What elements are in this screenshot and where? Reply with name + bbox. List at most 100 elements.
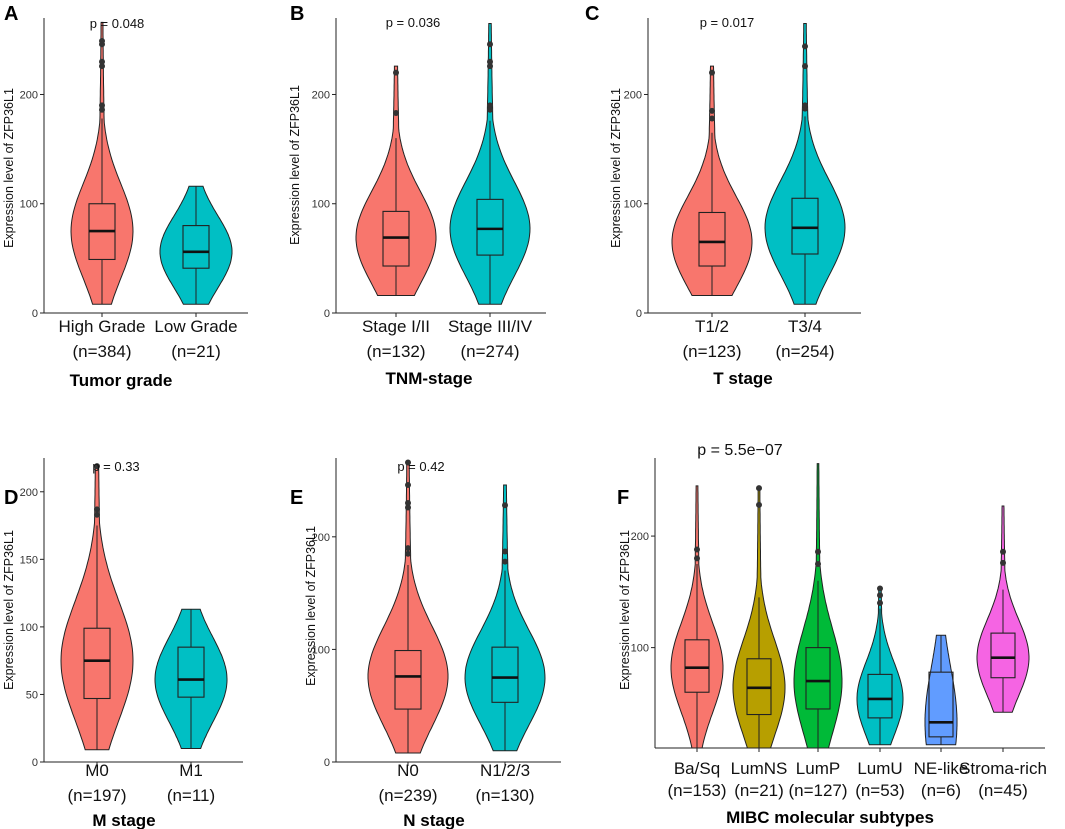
- violin-group-c: T1/2 (n=123): [671, 65, 753, 361]
- boxplot-box-f: [867, 673, 893, 719]
- y-axis-label-a: Expression level of ZFP36L1: [2, 88, 16, 248]
- outlier-point-f: [1000, 548, 1006, 555]
- violin-group-f: LumU (n=53): [855, 585, 905, 800]
- y-tick-label-d: 150: [20, 554, 38, 566]
- category-label-f: LumNS: [731, 759, 788, 778]
- violin-f: [924, 634, 958, 746]
- category-n-b: (n=132): [366, 342, 425, 361]
- outlier-point-e: [405, 545, 411, 552]
- boxplot-box-c: [698, 211, 726, 267]
- y-tick-label-b: 0: [324, 308, 330, 320]
- boxplot-box-f: [928, 671, 954, 738]
- boxplot-box-a: [182, 225, 210, 269]
- outlier-point-f: [877, 592, 883, 599]
- boxplot-box-c: [791, 197, 819, 255]
- y-tick-label-e: 100: [312, 644, 330, 656]
- category-label-d: M0: [85, 761, 109, 780]
- x-axis-title-f: MIBC molecular subtypes: [726, 808, 934, 827]
- violin-group-e: N0 (n=239): [367, 459, 449, 805]
- y-axis-label-c: Expression level of ZFP36L1: [609, 88, 623, 248]
- x-axis-title-c: T stage: [713, 369, 773, 388]
- category-label-c: T1/2: [695, 317, 729, 336]
- outlier-point-c: [709, 69, 715, 76]
- outlier-point-d: [94, 463, 100, 470]
- y-tick-label-a: 200: [20, 89, 38, 101]
- p-value-a: p = 0.048: [90, 16, 145, 31]
- outlier-point-c: [802, 43, 808, 50]
- category-n-d: (n=197): [67, 786, 126, 805]
- violin-group-f: LumP (n=127): [788, 463, 848, 800]
- boxplot-box-d: [177, 646, 205, 698]
- outlier-point-e: [502, 548, 508, 555]
- p-value-f: p = 5.5e−07: [697, 442, 783, 459]
- category-label-b: Stage I/II: [362, 317, 430, 336]
- y-tick-label-a: 0: [32, 308, 38, 320]
- category-n-f: (n=53): [855, 781, 905, 800]
- y-axis-label-f: Expression level of ZFP36L1: [618, 530, 632, 690]
- x-axis-title-a: Tumor grade: [70, 371, 173, 390]
- y-tick-label-d: 100: [20, 622, 38, 634]
- p-value-c: p = 0.017: [700, 15, 755, 30]
- x-axis-title-b: TNM-stage: [386, 369, 473, 388]
- boxplot-box-f: [684, 639, 710, 693]
- panel-letter-e: E: [290, 487, 303, 509]
- outlier-point-b: [393, 110, 399, 117]
- category-label-f: Stroma-rich: [959, 759, 1047, 778]
- outlier-point-b: [487, 102, 493, 109]
- category-n-a: (n=384): [72, 342, 131, 361]
- y-tick-label-c: 200: [624, 89, 642, 101]
- violin-group-d: M1 (n=11): [154, 608, 228, 805]
- outlier-point-b: [487, 58, 493, 65]
- outlier-point-f: [694, 555, 700, 562]
- outlier-point-c: [709, 107, 715, 114]
- outlier-point-d: [94, 506, 100, 513]
- outlier-point-f: [756, 485, 762, 492]
- outlier-point-c: [802, 63, 808, 70]
- category-n-c: (n=123): [682, 342, 741, 361]
- outlier-point-f: [815, 548, 821, 555]
- category-n-f: (n=153): [667, 781, 726, 800]
- violin-group-e: N1/2/3 (n=130): [464, 484, 546, 805]
- outlier-point-f: [694, 546, 700, 553]
- violin-group-f: NE-like (n=6): [914, 634, 968, 800]
- violin-group-c: T3/4 (n=254): [764, 23, 846, 361]
- category-n-c: (n=254): [775, 342, 834, 361]
- category-label-f: LumP: [796, 759, 840, 778]
- y-tick-label-c: 0: [636, 308, 642, 320]
- violin-group-b: Stage I/II (n=132): [355, 65, 437, 361]
- category-n-b: (n=274): [460, 342, 519, 361]
- boxplot-box-b: [476, 198, 504, 256]
- y-axis-label-b: Expression level of ZFP36L1: [288, 85, 302, 245]
- y-tick-label-b: 100: [312, 199, 330, 211]
- y-axis-label-d: Expression level of ZFP36L1: [2, 530, 16, 690]
- outlier-point-e: [405, 482, 411, 489]
- boxplot-box-d: [83, 627, 111, 700]
- category-n-f: (n=45): [978, 781, 1028, 800]
- y-tick-label-d: 50: [26, 689, 38, 701]
- category-n-f: (n=21): [734, 781, 784, 800]
- panel-letter-a: A: [4, 3, 18, 25]
- violin-group-f: Stroma-rich (n=45): [959, 505, 1047, 800]
- category-label-d: M1: [179, 761, 203, 780]
- p-value-e: p = 0.42: [397, 459, 444, 474]
- outlier-point-f: [756, 501, 762, 508]
- violin-group-b: Stage III/IV (n=274): [448, 23, 533, 361]
- category-n-a: (n=21): [171, 342, 221, 361]
- outlier-point-e: [405, 550, 411, 557]
- boxplot-box-f: [990, 632, 1016, 679]
- boxplot-box-f: [805, 647, 831, 710]
- violin-group-d: M0 (n=197): [60, 463, 134, 805]
- outlier-point-f: [815, 560, 821, 567]
- y-tick-label-e: 0: [324, 757, 330, 769]
- panel-a: A 0 100 200 Expression level of ZFP36L1 High …: [2, 3, 248, 390]
- outlier-point-e: [405, 504, 411, 511]
- outlier-point-b: [487, 106, 493, 113]
- violin-group-a: High Grade (n=384): [59, 21, 145, 361]
- y-tick-label-c: 100: [624, 199, 642, 211]
- panel-letter-f: F: [617, 487, 629, 509]
- outlier-point-f: [877, 585, 883, 592]
- outlier-point-a: [99, 102, 105, 109]
